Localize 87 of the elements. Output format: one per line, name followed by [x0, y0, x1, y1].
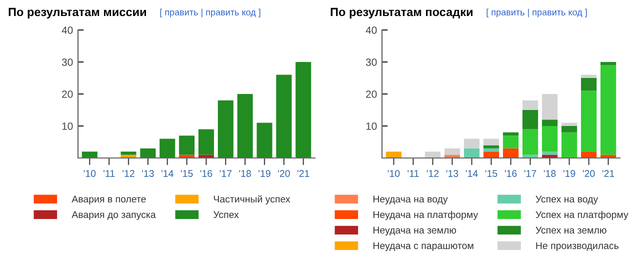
bar	[522, 129, 538, 155]
x-tick-label: '19	[258, 170, 270, 177]
y-tick-label: 40	[62, 26, 73, 34]
bar	[483, 152, 500, 158]
bar	[444, 148, 460, 155]
bar	[542, 126, 558, 152]
x-tick-label: '15	[485, 170, 498, 177]
bar	[561, 126, 578, 132]
x-tick-label: '14	[466, 170, 478, 177]
x-tick-label: '14	[162, 170, 174, 177]
x-tick-label: '15	[180, 170, 193, 177]
bar	[296, 62, 312, 158]
bar	[522, 110, 538, 130]
bar	[580, 78, 597, 91]
x-tick-label: '10	[84, 170, 96, 177]
bar	[218, 100, 234, 158]
chart-title: По результатам миссии	[8, 8, 146, 18]
legend-label: Частичный успех	[214, 195, 290, 204]
y-tick-label: 10	[62, 122, 73, 130]
x-tick-label: '11	[408, 170, 419, 177]
y-tick-label: 30	[62, 58, 73, 66]
text: [ править | править код ]	[160, 8, 260, 18]
bar	[483, 145, 500, 148]
legend-label: Успех на платформу	[536, 210, 628, 220]
y-tick-label: 20	[366, 90, 377, 98]
legend-label: Неудача на землю	[373, 226, 456, 236]
bar	[237, 94, 253, 158]
x-tick-label: '19	[563, 170, 576, 177]
x-tick-label: '18	[544, 170, 556, 177]
bar	[464, 148, 480, 158]
x-tick-label: '13	[142, 170, 154, 177]
bar	[276, 74, 292, 158]
legend-label: Авария в полете	[72, 196, 146, 204]
text: [ править | править код ]	[486, 8, 587, 18]
bar	[522, 100, 538, 110]
x-tick-label: '21	[602, 170, 614, 177]
x-tick-label: '12	[426, 170, 439, 177]
x-tick-label: '13	[446, 170, 458, 177]
bar	[483, 138, 500, 146]
legend-label: Авария до запуска	[72, 211, 156, 220]
legend-label: Успех на землю	[536, 226, 606, 234]
y-tick-label: 40	[366, 26, 377, 34]
bar	[120, 152, 136, 155]
bar	[600, 65, 616, 155]
bar	[580, 74, 597, 78]
bar	[542, 152, 558, 155]
bar	[542, 94, 558, 120]
bar	[464, 138, 480, 148]
bar	[386, 152, 402, 158]
bar	[483, 148, 500, 152]
bar	[82, 152, 98, 158]
y-tick-label: 20	[62, 90, 73, 98]
bar	[502, 148, 519, 158]
bar	[140, 148, 156, 158]
x-tick-label: '16	[200, 170, 212, 177]
bar	[198, 129, 214, 155]
bar	[561, 132, 578, 158]
x-tick-label: '21	[298, 170, 310, 177]
y-tick-label: 30	[366, 58, 377, 66]
x-tick-label: '10	[388, 170, 400, 177]
legend-label: Неудача на платформу	[373, 210, 478, 220]
bar	[179, 136, 195, 155]
x-tick-label: '17	[220, 170, 232, 177]
x-tick-label: '20	[582, 170, 595, 177]
x-tick-label: '17	[524, 170, 536, 177]
bar	[600, 62, 616, 66]
bar	[424, 152, 441, 158]
x-tick-label: '18	[239, 170, 251, 177]
x-tick-label: '11	[104, 170, 115, 177]
bar	[502, 136, 519, 148]
legend-label: Не производилась	[536, 242, 618, 252]
bar	[542, 120, 558, 126]
bar	[256, 122, 272, 158]
x-tick-label: '20	[278, 170, 290, 177]
y-tick-label: 10	[366, 122, 377, 130]
chart-title: По результатам посадки	[330, 8, 472, 18]
legend-label: Успех на воду	[536, 196, 598, 204]
legend-label: Успех	[213, 211, 239, 218]
bar	[502, 132, 519, 136]
x-tick-label: '16	[504, 170, 517, 177]
bar	[561, 122, 578, 126]
bar	[580, 90, 597, 152]
legend-label: Неудача с парашютом	[373, 242, 474, 252]
legend-label: Неудача на воду	[373, 196, 448, 204]
bar	[160, 138, 176, 158]
bar	[580, 152, 597, 158]
x-tick-label: '12	[122, 170, 134, 177]
